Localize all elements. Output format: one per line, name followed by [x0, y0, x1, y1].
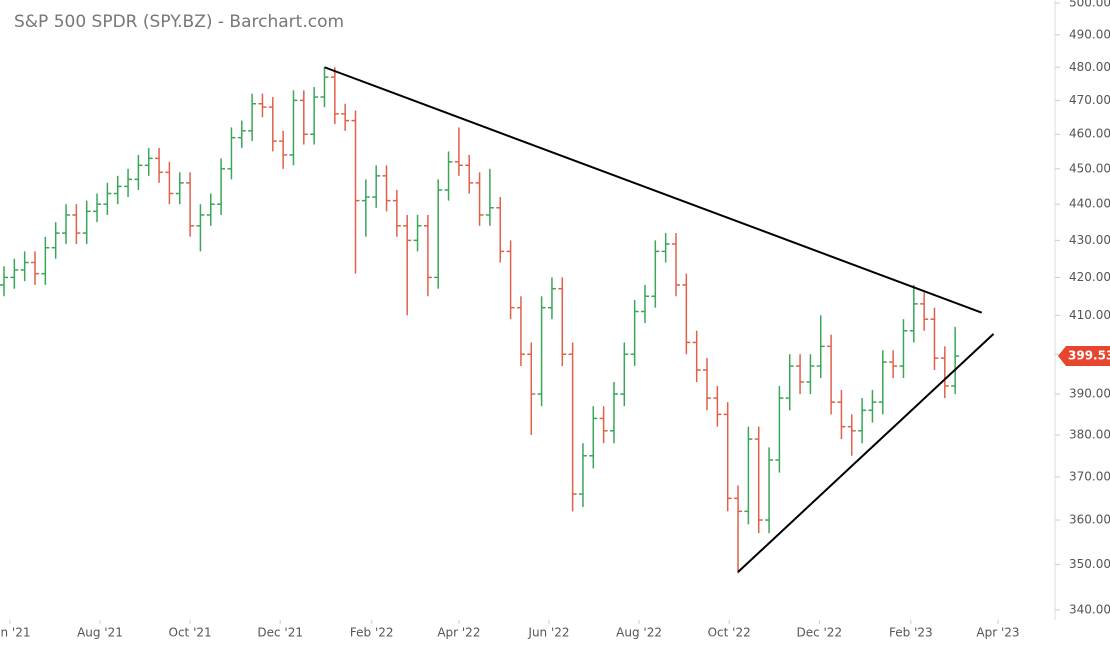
x-tick-label: Oct '22: [708, 626, 751, 640]
y-tick-label: 410.00: [1069, 308, 1110, 322]
y-tick-label: 340.00: [1069, 603, 1110, 617]
x-tick-label: Dec '21: [257, 626, 303, 640]
x-tick-label: Jun '21: [0, 626, 30, 640]
chart-title: S&P 500 SPDR (SPY.BZ) - Barchart.com: [14, 12, 344, 32]
x-tick-label: Aug '22: [616, 626, 662, 640]
x-tick-label: Dec '22: [796, 626, 842, 640]
y-tick-label: 440.00: [1069, 197, 1110, 211]
y-tick-label: 350.00: [1069, 557, 1110, 571]
y-tick-label: 380.00: [1069, 427, 1110, 441]
x-tick-label: Oct '21: [169, 626, 212, 640]
y-tick-label: 480.00: [1069, 60, 1110, 74]
trendline: [324, 66, 983, 314]
y-tick-label: 450.00: [1069, 161, 1110, 175]
x-tick-label: Feb '23: [889, 626, 933, 640]
x-tick-label: Feb '22: [350, 626, 394, 640]
y-tick-label: 430.00: [1069, 233, 1110, 247]
x-tick-label: Jun '22: [527, 626, 569, 640]
y-tick-label: 460.00: [1069, 127, 1110, 141]
y-tick-label: 360.00: [1069, 513, 1110, 527]
x-tick-label: Aug '21: [77, 626, 123, 640]
y-tick-label: 390.00: [1069, 387, 1110, 401]
y-tick-label: 420.00: [1069, 270, 1110, 284]
y-tick-label: 500.00: [1069, 0, 1110, 10]
last-price-box: [1058, 346, 1110, 367]
y-tick-label: 470.00: [1069, 93, 1110, 107]
x-tick-label: Apr '23: [976, 626, 1019, 640]
y-tick-label: 370.00: [1069, 469, 1110, 483]
last-price-label: 399.53: [1068, 349, 1110, 363]
x-tick-label: Apr '22: [437, 626, 480, 640]
trendline: [737, 333, 995, 573]
y-tick-label: 490.00: [1069, 27, 1110, 41]
